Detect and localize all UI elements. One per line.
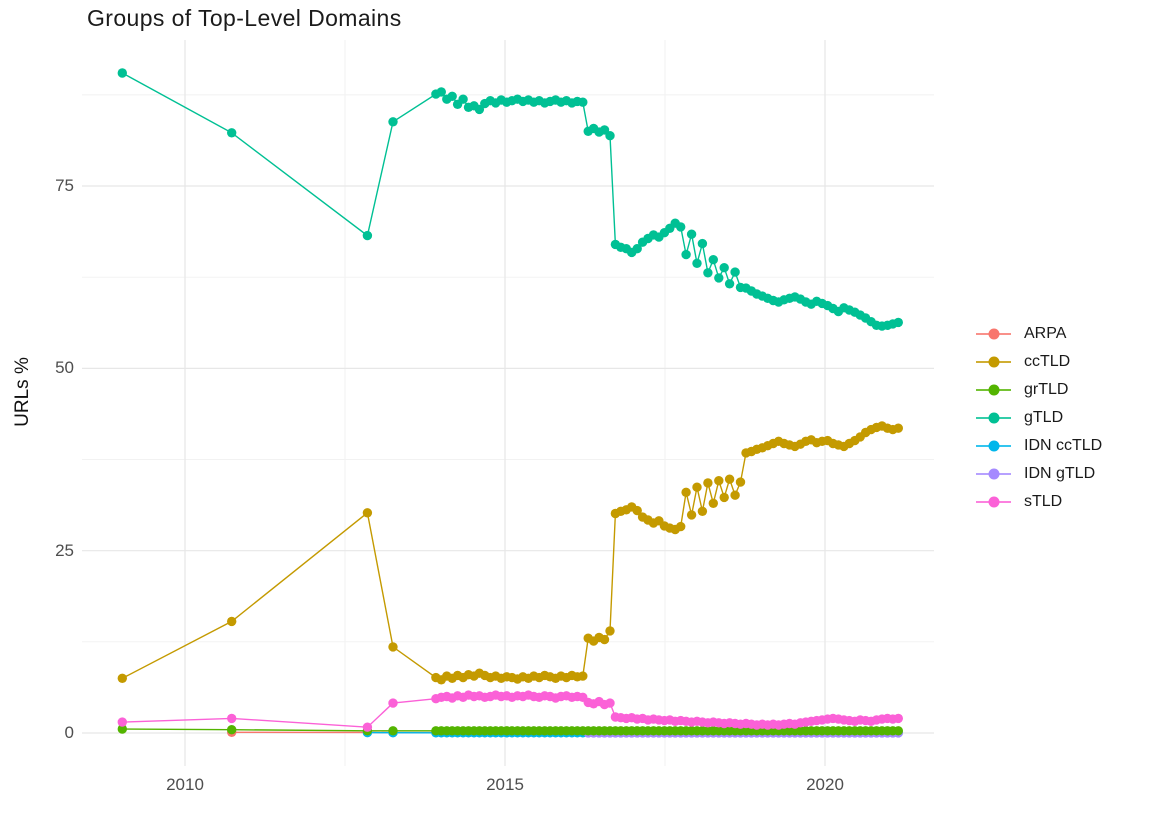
legend-dot-swatch xyxy=(988,356,999,368)
y-tick-label-50: 50 xyxy=(55,358,74,377)
x-tick-label-2010: 2010 xyxy=(166,775,204,794)
y-tick-label-75: 75 xyxy=(55,176,74,195)
legend-key-icon xyxy=(976,495,1011,509)
legend-dot-swatch xyxy=(988,328,999,340)
legend-item-label: grTLD xyxy=(1024,381,1069,398)
legend-item-idn-cctld: IDN ccTLD xyxy=(976,432,1102,460)
legend-item-grtld: grTLD xyxy=(976,376,1102,404)
y-tick-label-25: 25 xyxy=(55,541,74,560)
legend-item-label: IDN ccTLD xyxy=(1024,437,1103,454)
legend-item-label: gTLD xyxy=(1024,409,1064,426)
legend-dot-swatch xyxy=(988,496,999,508)
legend-item-arpa: ARPA xyxy=(976,320,1102,348)
legend-item-cctld: ccTLD xyxy=(976,348,1102,376)
legend-dot-swatch xyxy=(988,384,999,396)
legend-item-gtld: gTLD xyxy=(976,404,1102,432)
legend: ARPA ccTLD grTLD gTLD IDN ccTLD IDN gTLD… xyxy=(976,320,1102,516)
legend-item-label: ccTLD xyxy=(1024,353,1071,370)
legend-dot-swatch xyxy=(988,468,999,480)
legend-dot-swatch xyxy=(988,412,999,424)
legend-key-icon xyxy=(976,467,1011,481)
chart-title: Groups of Top-Level Domains xyxy=(87,5,402,31)
legend-key-icon xyxy=(976,327,1011,341)
legend-key-icon xyxy=(976,355,1011,369)
y-tick-label-0: 0 xyxy=(64,723,74,742)
legend-key-icon xyxy=(976,383,1011,397)
legend-key-icon xyxy=(976,411,1011,425)
legend-item-label: IDN gTLD xyxy=(1024,465,1096,482)
legend-item-idn-gtld: IDN gTLD xyxy=(976,460,1102,488)
x-tick-label-2015: 2015 xyxy=(486,775,524,794)
legend-dot-swatch xyxy=(988,440,999,452)
legend-item-label: ARPA xyxy=(1024,325,1067,342)
x-tick-label-2020: 2020 xyxy=(806,775,844,794)
legend-key-icon xyxy=(976,439,1011,453)
legend-item-stld: sTLD xyxy=(976,488,1102,516)
legend-item-label: sTLD xyxy=(1024,493,1063,510)
